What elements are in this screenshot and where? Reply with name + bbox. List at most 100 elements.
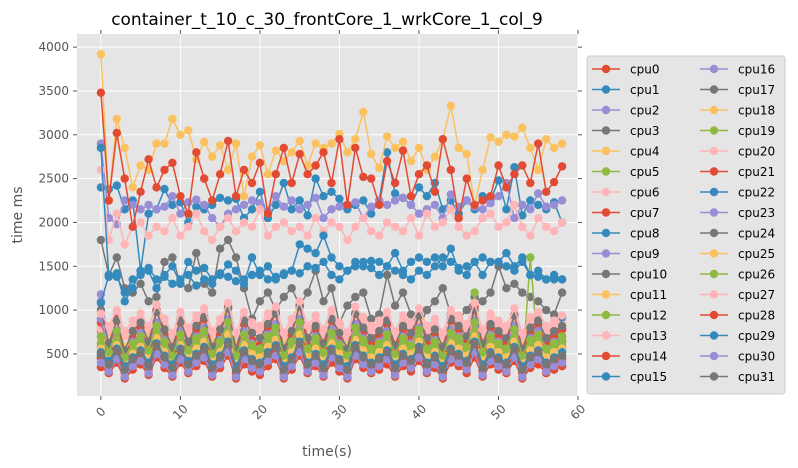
data-point [526, 231, 535, 240]
data-point [120, 174, 129, 183]
legend-item: cpu1 [592, 83, 659, 97]
data-point [446, 346, 455, 355]
legend-item: cpu4 [592, 145, 659, 159]
data-point [422, 257, 432, 267]
data-point [231, 328, 241, 338]
data-point [303, 200, 312, 210]
data-point [335, 356, 344, 366]
data-point [168, 158, 177, 167]
data-point [375, 316, 384, 325]
data-point [335, 222, 344, 231]
data-point [168, 200, 177, 210]
data-point [120, 240, 129, 249]
legend-item: cpu18 [700, 104, 775, 118]
data-point [255, 321, 265, 331]
data-point [263, 349, 273, 359]
data-point [534, 330, 543, 339]
data-point [215, 193, 225, 203]
data-point [478, 253, 487, 262]
data-point [223, 165, 233, 175]
data-point [231, 372, 241, 381]
data-point [414, 231, 424, 240]
data-point [152, 341, 161, 350]
data-point [367, 209, 376, 218]
data-point [215, 325, 225, 334]
data-point [542, 202, 551, 211]
data-point [549, 316, 559, 325]
legend-label: cpu29 [738, 329, 775, 343]
data-point [200, 200, 209, 210]
data-point [343, 266, 352, 275]
data-point [478, 297, 487, 306]
data-point [112, 326, 122, 336]
data-point [319, 348, 328, 357]
data-point [96, 358, 106, 367]
data-point [470, 200, 479, 210]
data-point [303, 211, 312, 220]
data-point [215, 222, 225, 231]
legend-item: cpu0 [592, 63, 659, 77]
data-point [168, 114, 177, 124]
data-point [454, 334, 463, 343]
data-point [215, 170, 225, 179]
x-tick-label: 20 [250, 402, 271, 423]
data-point [390, 266, 400, 275]
data-point [526, 360, 535, 369]
legend-item: cpu30 [700, 350, 775, 364]
data-point [335, 275, 344, 284]
data-point [128, 183, 137, 192]
data-point [510, 325, 519, 334]
data-point [534, 316, 543, 325]
data-point [279, 202, 288, 211]
data-point [287, 266, 296, 275]
legend-item: cpu14 [592, 350, 667, 364]
data-point [351, 198, 360, 207]
data-point [494, 222, 503, 231]
data-point [510, 304, 519, 313]
data-point [526, 323, 535, 332]
data-point [359, 360, 368, 369]
data-point [454, 358, 463, 367]
data-point [303, 321, 312, 331]
series-cpu3 [96, 235, 567, 332]
data-point [311, 358, 320, 367]
data-point [263, 288, 273, 297]
data-point [390, 196, 400, 205]
data-point [382, 307, 392, 317]
data-point [192, 202, 201, 211]
data-point [208, 196, 217, 205]
data-point [414, 170, 424, 179]
data-point [406, 328, 416, 338]
data-point [120, 196, 129, 205]
data-point [128, 316, 137, 325]
data-point [382, 330, 392, 339]
data-point [335, 363, 344, 373]
data-point [247, 222, 257, 231]
data-point [303, 262, 312, 271]
data-point [168, 370, 177, 380]
data-point [200, 326, 209, 336]
data-point [390, 178, 400, 188]
data-point [542, 334, 551, 343]
legend-label: cpu12 [630, 309, 667, 323]
data-point [311, 351, 320, 360]
legend-label: cpu0 [630, 63, 659, 77]
data-point [112, 114, 122, 124]
data-point [438, 372, 447, 381]
y-tick-label: 1500 [38, 259, 69, 273]
data-point [168, 213, 177, 223]
data-point [446, 257, 455, 267]
data-point [375, 270, 384, 280]
data-point [271, 323, 280, 332]
data-point [478, 270, 487, 280]
data-point [375, 339, 384, 348]
data-point [255, 334, 265, 343]
data-point [192, 209, 201, 218]
data-point [534, 266, 543, 275]
data-point [367, 344, 376, 353]
legend-item: cpu11 [592, 288, 667, 302]
data-point [430, 297, 440, 306]
data-point [200, 275, 209, 284]
data-point [406, 192, 416, 201]
data-point [200, 137, 209, 146]
